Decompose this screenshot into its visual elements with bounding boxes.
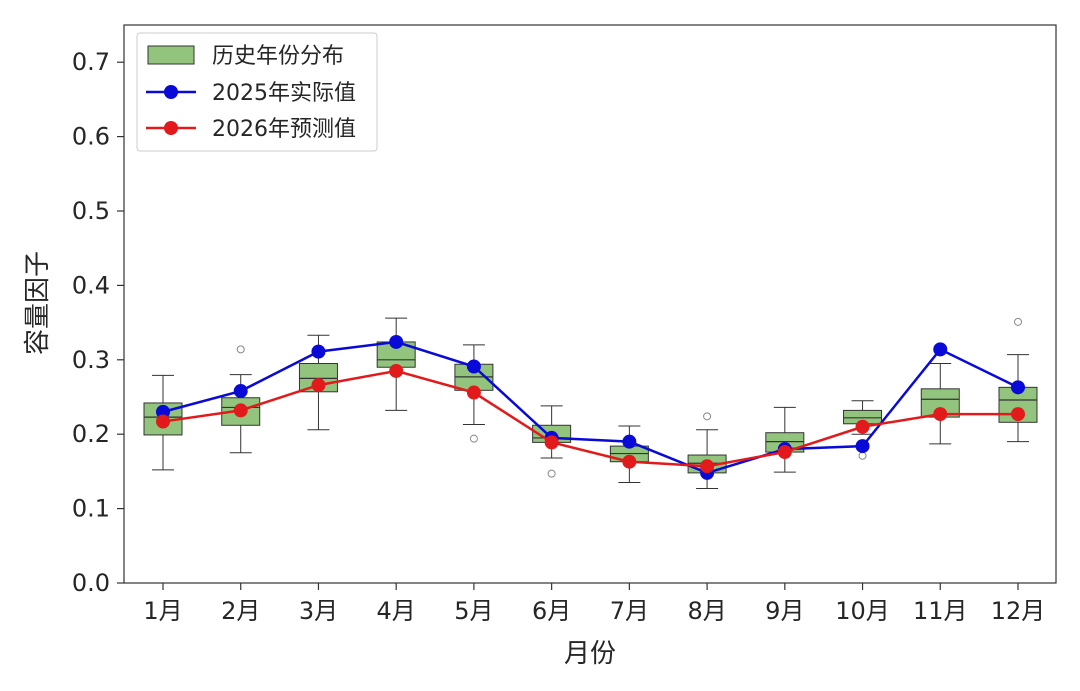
x-tick-label: 9月 (765, 597, 804, 625)
series-point (700, 459, 715, 474)
series-point (622, 434, 637, 449)
y-tick-label: 0.1 (72, 495, 110, 523)
x-tick-label: 1月 (143, 597, 182, 625)
series-point (389, 363, 404, 378)
legend-marker-2026 (164, 121, 178, 135)
x-tick-label: 8月 (687, 597, 726, 625)
x-tick-label: 2月 (221, 597, 260, 625)
y-tick-label: 0.7 (72, 48, 110, 76)
x-tick-label: 10月 (835, 597, 890, 625)
legend-label-history: 历史年份分布 (212, 44, 344, 69)
box-outlier (547, 469, 556, 478)
box-10月 (843, 400, 883, 460)
plot-area: 0.0 0.1 0.2 0.3 0.4 0.5 0.6 0.7 1月 2月 3月 4月 5月 6月 7月 8月… (72, 24, 1057, 625)
y-tick-label: 0.5 (72, 197, 110, 225)
legend-box-swatch (147, 45, 195, 65)
legend-label-2025: 2025年实际值 (212, 81, 356, 106)
series-point (311, 378, 326, 393)
series-point (156, 414, 170, 429)
box-outlier (858, 451, 867, 460)
series-2025-actual (156, 334, 1025, 480)
x-tick-label: 7月 (610, 597, 649, 625)
legend-marker-2025 (164, 85, 178, 99)
series-point (156, 404, 170, 419)
box-outlier (1014, 317, 1022, 326)
box-outlier (469, 434, 478, 443)
x-tick-label: 11月 (913, 597, 968, 625)
box-7月 (609, 425, 649, 484)
plot-frame (123, 24, 1057, 584)
legend-frame (136, 32, 378, 152)
x-tick-label: 12月 (991, 597, 1046, 625)
series-point (233, 384, 248, 399)
series-point (1011, 380, 1025, 395)
legend: 历史年份分布 2025年实际值 2026年预测值 (136, 32, 378, 152)
series-point (544, 435, 559, 450)
series-point (389, 334, 404, 349)
y-tick-label: 0.3 (72, 346, 110, 374)
legend-label-2026: 2026年预测值 (212, 117, 356, 142)
x-tick-label: 6月 (532, 597, 571, 625)
x-axis-label: 月份 (564, 639, 616, 669)
series-point (933, 342, 948, 357)
series-point (622, 454, 637, 469)
series-point (777, 445, 792, 460)
box-2月 (221, 345, 261, 454)
y-tick-label: 0.6 (72, 123, 110, 151)
series-point (855, 439, 870, 454)
box-outlier (236, 345, 245, 354)
series-point (233, 403, 248, 418)
series-point (1011, 407, 1025, 422)
y-tick-label: 0.4 (72, 271, 110, 299)
series-2026-forecast (156, 363, 1025, 474)
x-tick-label: 5月 (454, 597, 493, 625)
series-line (162, 369, 1018, 468)
series-point (466, 359, 481, 374)
x-tick-label: 3月 (299, 597, 338, 625)
x-tick-label: 4月 (377, 597, 416, 625)
box-11月 (920, 363, 960, 445)
y-tick-label: 0.0 (72, 569, 110, 597)
series-point (855, 419, 870, 434)
series-line (162, 340, 1019, 475)
series-point (311, 344, 326, 359)
y-tick-label: 0.2 (72, 420, 110, 448)
series-point (933, 407, 948, 422)
box-9月 (765, 406, 805, 473)
series-point (466, 385, 481, 400)
box-outlier (703, 412, 712, 421)
y-axis-label: 容量因子 (23, 251, 53, 355)
